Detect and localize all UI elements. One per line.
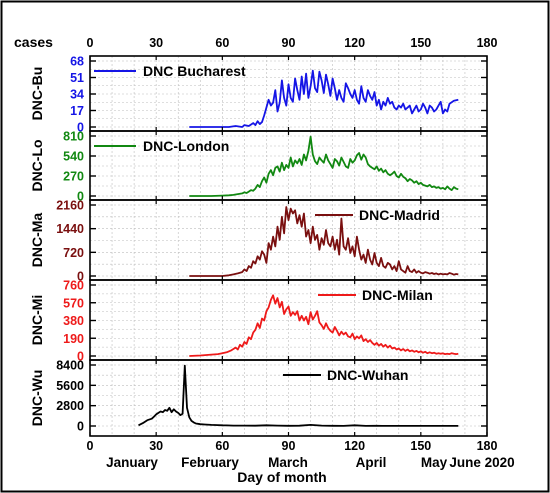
series-line-dnc-ma <box>189 206 459 277</box>
legend-label: DNC-Wuhan <box>327 367 408 383</box>
x-tick-label-top: 150 <box>410 36 431 50</box>
series-layer <box>138 69 459 427</box>
top-axis-label: cases <box>14 34 53 50</box>
x-tick-label-top: 120 <box>344 36 365 50</box>
x-tick-label: 60 <box>215 439 229 453</box>
y-tick-label: 5600 <box>56 379 84 393</box>
y-tick-label: 0 <box>77 121 84 135</box>
legend-label: DNC-Milan <box>362 287 433 303</box>
y-axis-title: DNC-Lo <box>29 139 45 191</box>
frame-layer <box>89 55 488 437</box>
y-tick-label: 17 <box>70 104 84 118</box>
y-tick-label: 34 <box>70 88 84 102</box>
y-tick-label: 270 <box>63 170 84 184</box>
y-axis-title: DNC-Mi <box>29 295 45 346</box>
y-tick-label: 190 <box>63 332 84 346</box>
series-line-dnc-lo <box>189 135 459 197</box>
y-tick-label: 2160 <box>56 199 84 213</box>
y-axis-title: DNC-Bu <box>29 67 45 121</box>
month-label: January <box>106 455 158 470</box>
month-label: May <box>421 455 448 470</box>
y-tick-label: 570 <box>63 296 84 310</box>
x-axis-title: Day of month <box>237 469 326 485</box>
y-tick-label: 8400 <box>56 359 84 373</box>
y-tick-label: 68 <box>70 55 84 69</box>
grid-layer <box>89 56 488 436</box>
month-label: April <box>356 455 387 470</box>
x-tick-label: 150 <box>410 439 431 453</box>
y-tick-label: 0 <box>77 270 84 284</box>
y-axis-title: DNC-Wu <box>29 370 45 427</box>
y-tick-label: 1440 <box>56 222 84 236</box>
y-tick-label: 760 <box>63 279 84 293</box>
legend-label: DNC Bucharest <box>143 63 246 79</box>
x-tick-label: 120 <box>344 439 365 453</box>
x-tick-label: 30 <box>149 439 163 453</box>
y-axis-title: DNC-Ma <box>29 213 45 268</box>
x-tick-label-top: 30 <box>149 36 163 50</box>
month-label: June 2020 <box>449 455 514 470</box>
legend-label: DNC-Madrid <box>359 207 440 223</box>
x-tick-label-top: 180 <box>477 36 498 50</box>
x-tick-label-top: 60 <box>215 36 229 50</box>
series-line-dnc-bu <box>189 69 459 128</box>
y-tick-label: 2800 <box>56 399 84 413</box>
y-tick-label: 0 <box>77 420 84 434</box>
y-tick-label: 720 <box>63 246 84 260</box>
label-layer: 0 17 34 51 68 DNC-Bu DNC Bucharest 0 270 540 810 DN… <box>29 36 515 470</box>
month-label: February <box>181 455 239 470</box>
y-tick-label: 0 <box>77 190 84 204</box>
x-tick-label: 0 <box>87 439 94 453</box>
x-tick-label-top: 90 <box>282 36 296 50</box>
x-tick-label-top: 0 <box>87 36 94 50</box>
x-tick-label: 90 <box>282 439 296 453</box>
y-tick-label: 51 <box>70 71 84 85</box>
y-tick-label: 380 <box>63 314 84 328</box>
series-line-dnc-wu <box>138 364 459 427</box>
legend-label: DNC-London <box>143 138 229 154</box>
month-label: March <box>268 455 308 470</box>
x-tick-label: 180 <box>477 439 498 453</box>
y-tick-label: 0 <box>77 350 84 364</box>
y-tick-label: 540 <box>63 150 84 164</box>
series-line-dnc-mi <box>189 294 459 357</box>
y-tick-label: 810 <box>63 130 84 144</box>
